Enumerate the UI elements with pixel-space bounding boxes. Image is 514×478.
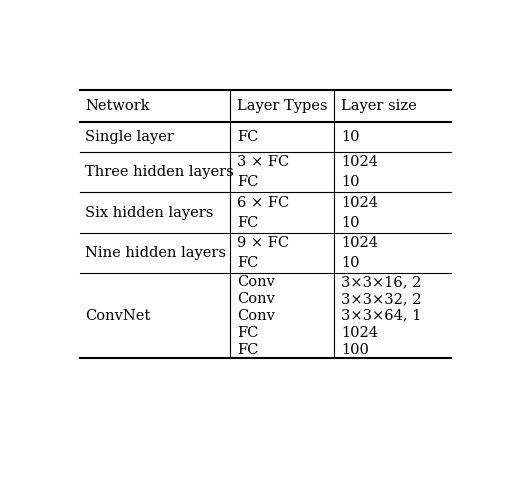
- Text: 1024: 1024: [341, 196, 378, 209]
- Text: FC: FC: [237, 326, 259, 340]
- Text: FC: FC: [237, 130, 259, 144]
- Text: 6 × FC: 6 × FC: [237, 196, 290, 209]
- Text: Three hidden layers: Three hidden layers: [85, 165, 234, 179]
- Text: ConvNet: ConvNet: [85, 309, 150, 323]
- Text: 9 × FC: 9 × FC: [237, 236, 289, 250]
- Text: 10: 10: [341, 216, 360, 230]
- Text: FC: FC: [237, 216, 259, 230]
- Text: 1024: 1024: [341, 236, 378, 250]
- Text: 1024: 1024: [341, 155, 378, 169]
- Text: Nine hidden layers: Nine hidden layers: [85, 246, 226, 260]
- Text: 1024: 1024: [341, 326, 378, 340]
- Text: Single layer: Single layer: [85, 130, 174, 144]
- Text: 10: 10: [341, 256, 360, 270]
- Text: Six hidden layers: Six hidden layers: [85, 206, 213, 220]
- Text: 10: 10: [341, 175, 360, 189]
- Text: Conv: Conv: [237, 292, 276, 306]
- Text: FC: FC: [237, 175, 259, 189]
- Text: 3 × FC: 3 × FC: [237, 155, 290, 169]
- Text: 10: 10: [341, 130, 360, 144]
- Text: FC: FC: [237, 256, 259, 270]
- Text: Layer Types: Layer Types: [237, 99, 328, 113]
- Text: FC: FC: [237, 343, 259, 357]
- Text: Conv: Conv: [237, 309, 276, 323]
- Text: 3×3×64, 1: 3×3×64, 1: [341, 309, 421, 323]
- Text: 100: 100: [341, 343, 369, 357]
- Text: Network: Network: [85, 99, 150, 113]
- Text: Conv: Conv: [237, 275, 276, 289]
- Text: 3×3×16, 2: 3×3×16, 2: [341, 275, 421, 289]
- Text: 3×3×32, 2: 3×3×32, 2: [341, 292, 421, 306]
- Text: Layer size: Layer size: [341, 99, 417, 113]
